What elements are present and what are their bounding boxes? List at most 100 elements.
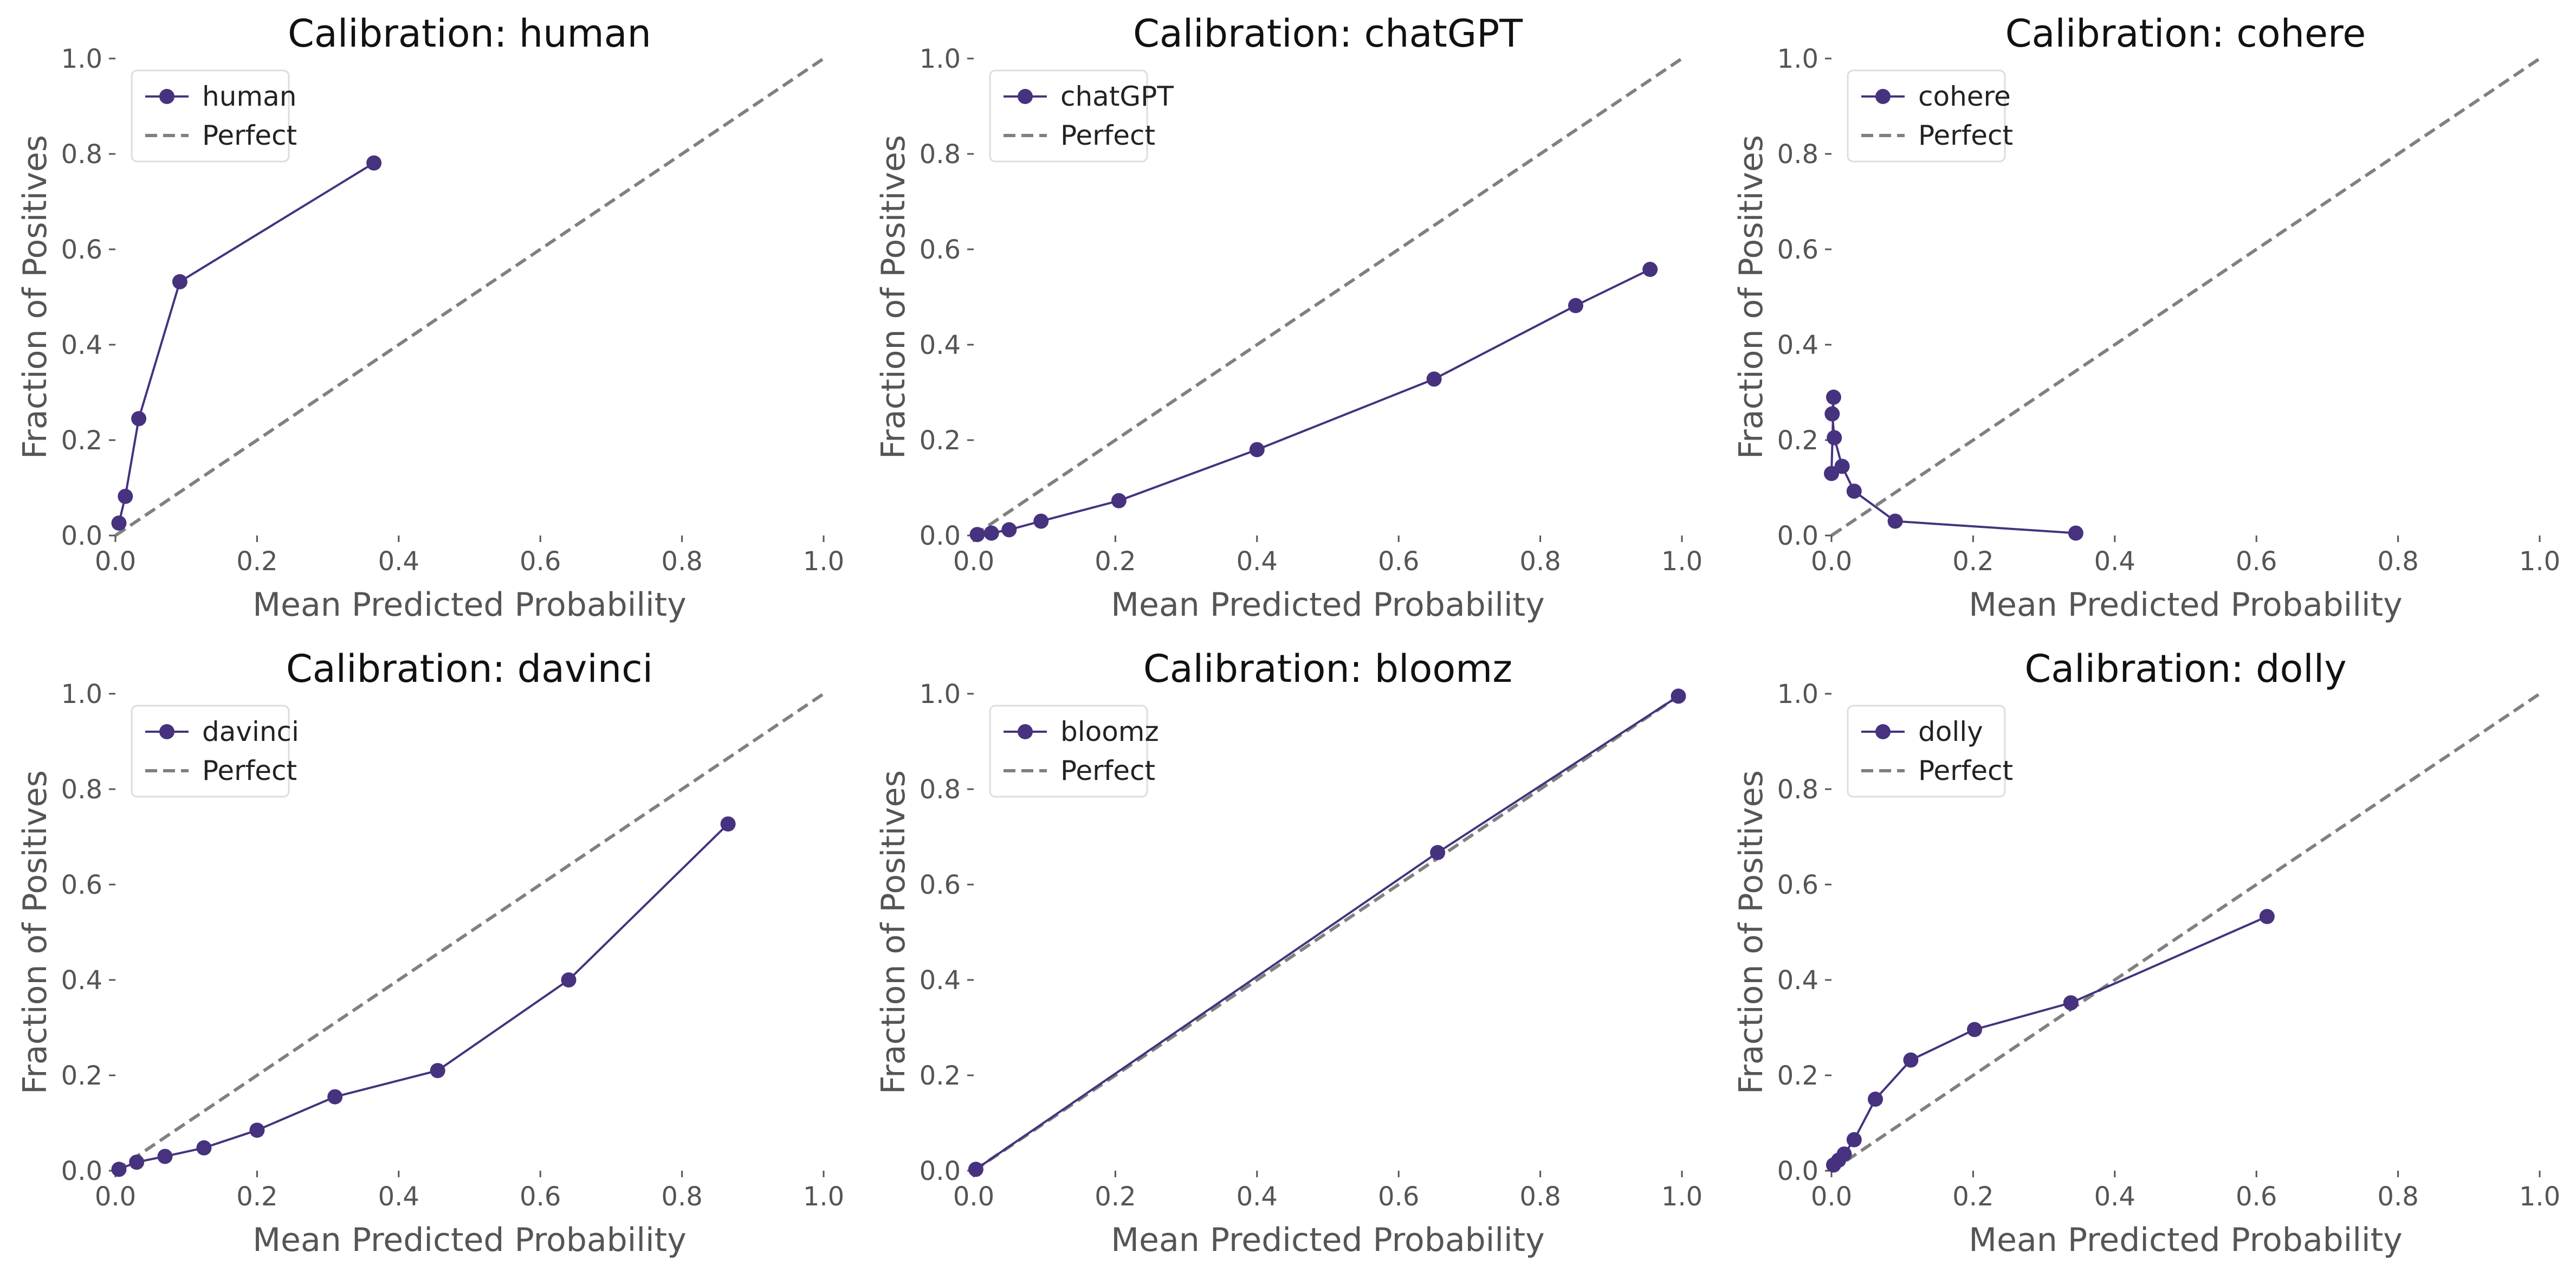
panel-title: Calibration: cohere (2005, 11, 2366, 56)
chart-panel-1: Calibration: human 0.0 0.2 0.4 0.6 0.8 1.0 0.0 0… (16, 11, 844, 624)
y-axis-label: Fraction of Positives (1732, 135, 1770, 459)
x-tick-label: 0.0 (953, 1182, 994, 1212)
y-tick-label: 0.6 (61, 235, 102, 265)
x-tick-label: 1.0 (1661, 1182, 1703, 1212)
data-point (983, 525, 999, 541)
x-tick-label: 1.0 (803, 546, 844, 577)
y-tick-label: 0.8 (61, 139, 102, 170)
y-tick-label: 0.4 (61, 330, 102, 360)
data-point (118, 488, 133, 504)
y-tick-label: 0.0 (61, 521, 102, 551)
legend-label: bloomz (1060, 716, 1159, 747)
data-point (111, 1162, 127, 1177)
data-point (1824, 406, 1840, 422)
legend-label: chatGPT (1060, 81, 1174, 112)
legend: dolly Perfect (1847, 705, 2013, 798)
calibration-curve-dolly (1833, 915, 2268, 1166)
y-axis-label: Fraction of Positives (875, 770, 912, 1094)
data-point (366, 155, 382, 171)
x-tick-label: 0.2 (1095, 1182, 1136, 1212)
legend-label: Perfect (1918, 755, 2013, 786)
chart-panel-2: Calibration: chatGPT 0.0 0.2 0.4 0.6 0.8 1.0 0.… (875, 11, 1703, 624)
x-axis-label: Mean Predicted Probability (253, 586, 686, 624)
x-tick-label: 1.0 (1661, 546, 1703, 577)
y-tick-label: 0.6 (61, 870, 102, 900)
x-tick-label: 0.4 (1237, 546, 1278, 577)
data-point (969, 527, 985, 543)
x-tick-label: 0.4 (2094, 546, 2135, 577)
calibration-curve-chatGPT (977, 268, 1651, 536)
legend-label: Perfect (1060, 120, 1155, 151)
data-point (1033, 513, 1049, 529)
panel-title: Calibration: chatGPT (1133, 11, 1523, 56)
x-tick-label: 0.8 (2377, 546, 2418, 577)
x-tick-label: 0.0 (1811, 546, 1852, 577)
x-tick-label: 0.2 (1095, 546, 1136, 577)
y-axis-label: Fraction of Positives (1732, 770, 1770, 1094)
data-point (1568, 298, 1583, 313)
x-tick-label: 0.4 (378, 546, 419, 577)
x-axis-label: Mean Predicted Probability (1111, 1221, 1544, 1259)
x-axis-label: Mean Predicted Probability (1969, 1221, 2402, 1259)
legend-label: Perfect (1060, 755, 1155, 786)
data-point (1430, 845, 1446, 860)
y-tick-label: 1.0 (920, 44, 961, 74)
data-point (1903, 1052, 1919, 1068)
x-tick-label: 0.0 (95, 1182, 136, 1212)
legend: chatGPT Perfect (989, 69, 1174, 163)
y-tick-label: 0.8 (1777, 139, 1818, 170)
data-point (2068, 525, 2083, 541)
data-point (1887, 513, 1903, 529)
data-point (561, 972, 577, 988)
chart-panel-5: Calibration: bloomz 0.0 0.2 0.4 0.6 0.8 1.0 0.0… (875, 647, 1703, 1259)
y-tick-label: 0.8 (1777, 775, 1818, 805)
x-tick-label: 0.4 (2094, 1182, 2135, 1212)
legend-swatch-marker (1018, 89, 1033, 104)
chart-panel-6: Calibration: dolly 0.0 0.2 0.4 0.6 0.8 1.0 0.0 0… (1732, 647, 2560, 1259)
y-tick-label: 0.6 (1777, 235, 1818, 265)
calibration-curve-davinci (118, 823, 729, 1171)
y-tick-label: 1.0 (920, 679, 961, 709)
data-point (196, 1140, 212, 1156)
y-tick-label: 0.2 (1777, 1061, 1818, 1091)
x-tick-label: 0.8 (1519, 546, 1561, 577)
x-tick-label: 0.8 (661, 546, 702, 577)
x-tick-label: 0.6 (2236, 1182, 2277, 1212)
data-point (430, 1063, 445, 1079)
data-point (157, 1149, 173, 1164)
x-tick-label: 0.6 (1378, 546, 1419, 577)
y-axis-label: Fraction of Positives (875, 135, 912, 459)
data-point (1111, 493, 1127, 508)
legend-swatch-marker (1018, 724, 1033, 739)
y-tick-label: 1.0 (1777, 679, 1818, 709)
x-tick-label: 0.8 (2377, 1182, 2418, 1212)
data-point (1868, 1092, 1883, 1107)
data-point (2063, 995, 2079, 1011)
panel-title: Calibration: davinci (286, 647, 653, 691)
y-tick-label: 0.2 (920, 1061, 961, 1091)
x-tick-label: 0.8 (661, 1182, 702, 1212)
y-tick-label: 0.2 (61, 1061, 102, 1091)
data-point (111, 515, 127, 531)
chart-panel-4: Calibration: davinci 0.0 0.2 0.4 0.6 0.8 1.0 0.… (16, 647, 844, 1259)
panel-title: Calibration: bloomz (1143, 647, 1512, 691)
y-tick-label: 0.6 (1777, 870, 1818, 900)
data-point (131, 411, 147, 427)
y-axis-label: Fraction of Positives (16, 135, 54, 459)
y-tick-label: 0.0 (1777, 1156, 1818, 1186)
y-tick-label: 0.0 (1777, 521, 1818, 551)
chart-panel-3: Calibration: cohere 0.0 0.2 0.4 0.6 0.8 1.0 0.0… (1732, 11, 2560, 624)
calibration-curve-human (118, 162, 375, 524)
x-tick-label: 0.0 (95, 546, 136, 577)
legend-label: human (202, 81, 296, 112)
x-tick-label: 0.4 (1237, 1182, 1278, 1212)
data-point (1671, 688, 1686, 704)
y-tick-label: 0.2 (1777, 425, 1818, 456)
y-tick-label: 0.0 (920, 521, 961, 551)
legend-label: Perfect (202, 120, 297, 151)
y-tick-label: 0.0 (920, 1156, 961, 1186)
legend-label: cohere (1918, 81, 2011, 112)
data-point (1834, 459, 1850, 474)
data-point (1846, 483, 1862, 499)
y-tick-label: 0.0 (61, 1156, 102, 1186)
